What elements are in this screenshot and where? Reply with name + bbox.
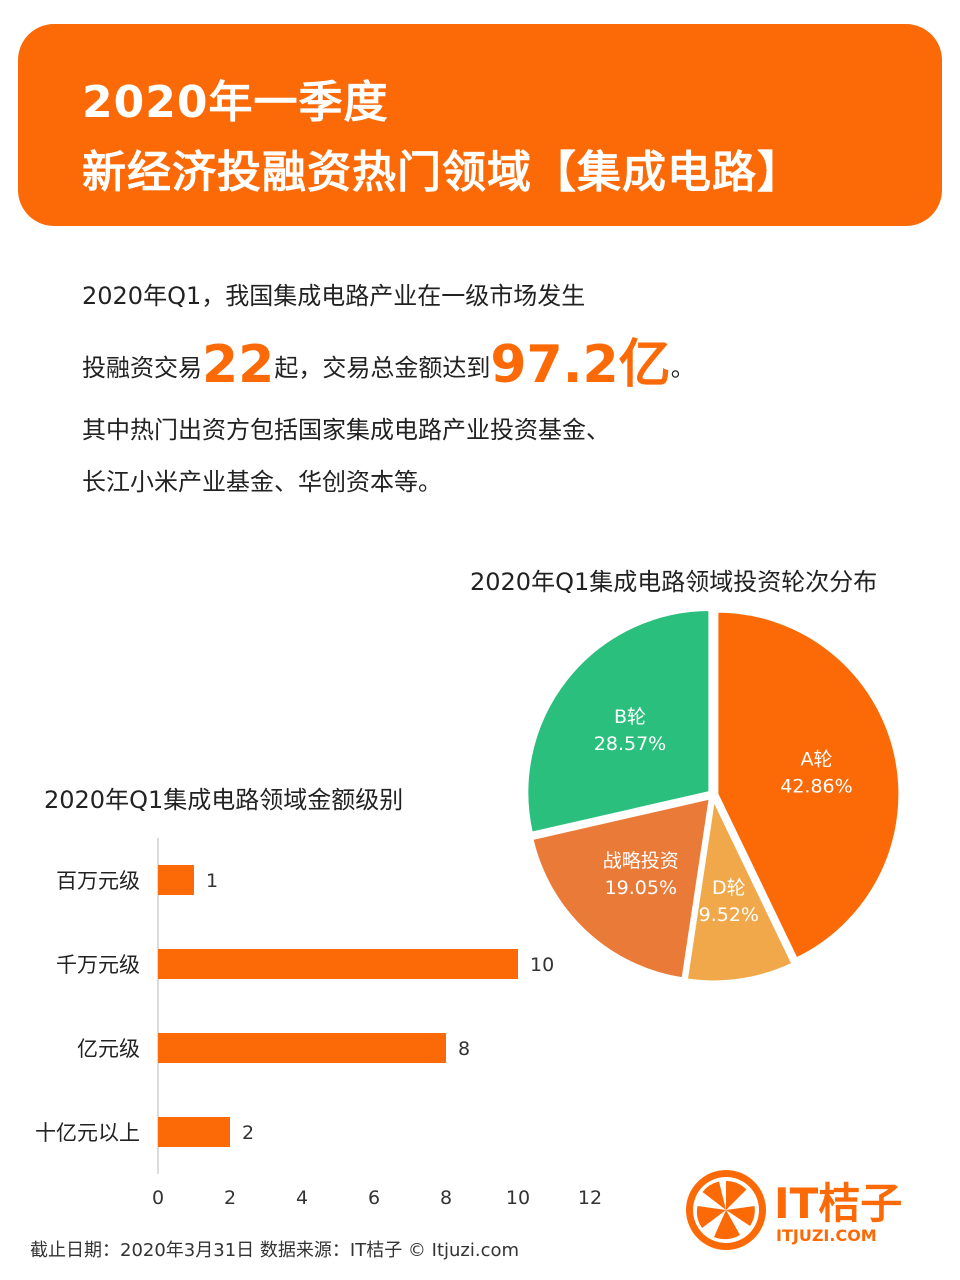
pie-slice-value-0: 42.86% bbox=[780, 775, 852, 797]
intro-line-2-pre: 投融资交易 bbox=[82, 354, 202, 382]
x-tick-label: 10 bbox=[506, 1187, 530, 1209]
orange-slice-icon bbox=[686, 1170, 766, 1250]
pie-slice-1 bbox=[684, 793, 795, 984]
x-tick-label: 2 bbox=[224, 1187, 236, 1209]
bar-category-label: 千万元级 bbox=[56, 953, 140, 977]
bar-value-label: 8 bbox=[458, 1038, 470, 1060]
intro-line-3: 其中热门出资方包括国家集成电路产业投资基金、 bbox=[82, 416, 610, 444]
intro-line-4: 长江小米产业基金、华创资本等。 bbox=[82, 468, 442, 496]
total-amount: 97.2亿 bbox=[490, 335, 671, 395]
deal-count: 22 bbox=[202, 335, 275, 395]
footer-source: 截止日期：2020年3月31日 数据来源：IT桔子 © Itjuzi.com bbox=[30, 1240, 520, 1261]
title-banner: 2020年一季度 新经济投融资热门领域【集成电路】 bbox=[18, 24, 942, 226]
pie-slice-2 bbox=[530, 795, 713, 981]
pie-slice-label-0: A轮 bbox=[800, 748, 832, 770]
x-tick-label: 12 bbox=[578, 1187, 602, 1209]
intro-line-1: 2020年Q1，我国集成电路产业在一级市场发生 bbox=[82, 282, 586, 310]
pie-slice-label-1: D轮 bbox=[712, 877, 746, 899]
bar-category-label: 百万元级 bbox=[56, 869, 140, 893]
x-tick-label: 8 bbox=[440, 1187, 452, 1209]
pie-slice-value-3: 28.57% bbox=[594, 733, 666, 755]
page-title-line2: 新经济投融资热门领域【集成电路】 bbox=[82, 147, 802, 198]
pie-slice-label-2: 战略投资 bbox=[603, 850, 679, 872]
itjuzi-logo: IT桔子 ITJUZI.COM bbox=[684, 1168, 924, 1252]
pie-slice-value-2: 19.05% bbox=[605, 877, 677, 899]
logo-name: IT桔子 bbox=[774, 1179, 903, 1228]
bar-category-label: 十亿元以上 bbox=[35, 1121, 140, 1145]
intro-line-2: 投融资交易22起，交易总金额达到97.2亿。 bbox=[82, 322, 695, 397]
pie-chart-title: 2020年Q1集成电路领域投资轮次分布 bbox=[470, 568, 878, 596]
pie-slice-3 bbox=[525, 608, 712, 836]
pie-slice-value-1: 9.52% bbox=[699, 904, 759, 926]
x-tick-label: 0 bbox=[152, 1187, 164, 1209]
bar bbox=[158, 1117, 230, 1147]
bar bbox=[158, 865, 194, 895]
bar-category-label: 亿元级 bbox=[77, 1037, 140, 1061]
pie-slice-label-3: B轮 bbox=[614, 706, 646, 728]
bar-value-label: 2 bbox=[242, 1122, 254, 1144]
bar bbox=[158, 949, 518, 979]
logo-domain: ITJUZI.COM bbox=[776, 1226, 877, 1245]
intro-line-2-post: 。 bbox=[670, 354, 695, 382]
intro-line-2-mid: 起，交易总金额达到 bbox=[274, 354, 491, 382]
page-title-line1: 2020年一季度 bbox=[82, 77, 389, 128]
x-tick-label: 4 bbox=[296, 1187, 308, 1209]
pie-slice-0 bbox=[715, 609, 902, 962]
bar bbox=[158, 1033, 446, 1063]
bar-value-label: 10 bbox=[530, 954, 554, 976]
bar-chart-title: 2020年Q1集成电路领域金额级别 bbox=[44, 786, 404, 814]
bar-value-label: 1 bbox=[206, 870, 218, 892]
x-tick-label: 6 bbox=[368, 1187, 380, 1209]
